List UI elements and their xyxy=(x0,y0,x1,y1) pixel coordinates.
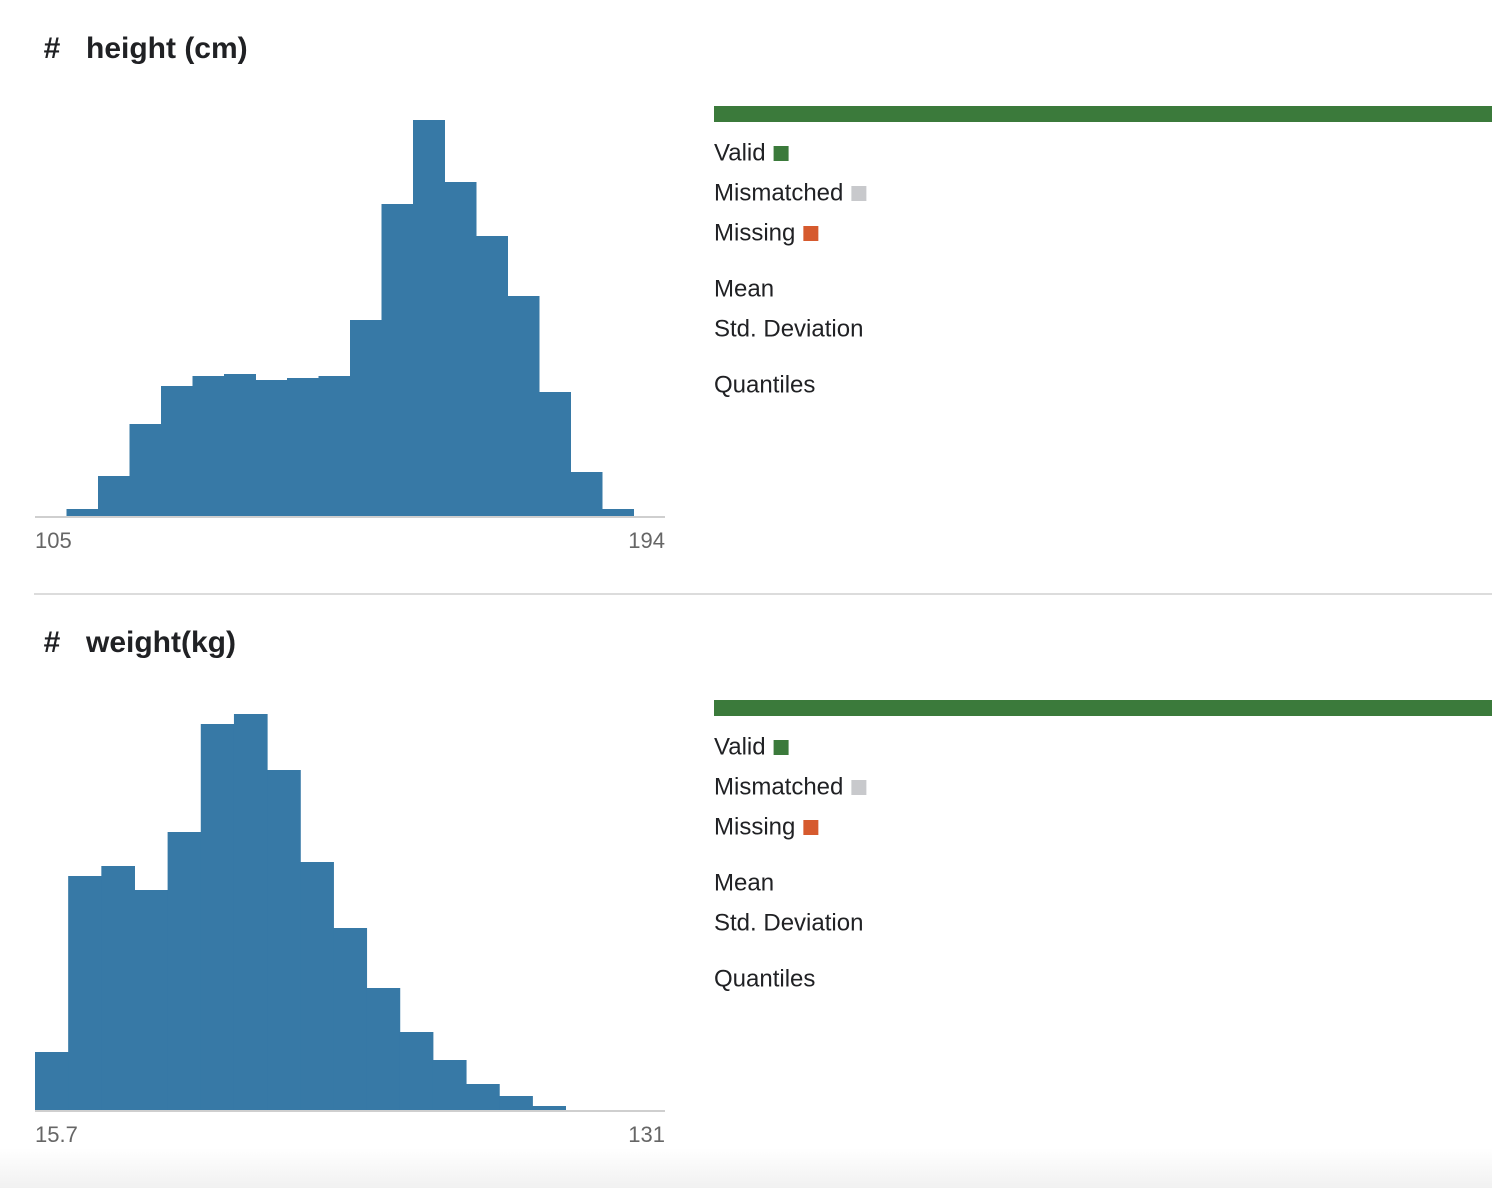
histogram-bar xyxy=(381,204,414,516)
histogram-bar xyxy=(101,866,135,1110)
legend-swatch xyxy=(803,226,819,241)
legend-label: Mismatched xyxy=(714,773,843,800)
histogram-bar xyxy=(192,376,225,516)
legend-label: Valid xyxy=(714,139,766,166)
histogram-bar xyxy=(333,928,368,1110)
legend-swatch xyxy=(851,186,867,201)
histogram-bar xyxy=(200,724,235,1110)
type-icon: # xyxy=(44,626,61,659)
histogram-bar xyxy=(499,1096,533,1110)
histogram-bar xyxy=(366,988,401,1110)
x-tick-label: 131 xyxy=(628,1122,665,1147)
histogram-bar xyxy=(68,876,102,1110)
histogram-bar xyxy=(432,1060,467,1110)
histogram-bar xyxy=(350,320,382,516)
legend-swatch xyxy=(803,820,819,835)
histogram-bar xyxy=(444,182,477,516)
histogram-bar xyxy=(507,296,540,516)
histogram-bar xyxy=(129,424,162,516)
column-title: height (cm) xyxy=(86,32,248,65)
histogram-bar xyxy=(233,714,268,1110)
x-tick-label: 105 xyxy=(35,528,72,553)
histogram-bar xyxy=(300,862,334,1110)
histogram-bar xyxy=(602,509,634,516)
histogram-bar xyxy=(318,376,351,516)
histogram-bar xyxy=(570,472,603,516)
legend-swatch xyxy=(773,740,789,755)
legend-label: Mismatched xyxy=(714,179,843,206)
histogram-bar xyxy=(532,1106,567,1110)
histogram-bar xyxy=(466,1084,500,1110)
histogram-bar xyxy=(35,1052,69,1110)
histogram-bar xyxy=(399,1032,434,1110)
histogram-bar xyxy=(161,386,193,516)
histogram-bar xyxy=(267,770,301,1110)
histogram-bar xyxy=(224,374,256,516)
valid-bar xyxy=(714,106,1492,122)
histogram-bar xyxy=(476,236,508,516)
valid-bar xyxy=(714,700,1492,716)
histogram-bar xyxy=(167,832,202,1110)
stat-label: Quantiles xyxy=(714,965,815,992)
histogram-bar xyxy=(255,380,288,516)
histogram-bar xyxy=(66,509,99,516)
histogram-bar xyxy=(413,120,445,516)
stat-label: Std. Deviation xyxy=(714,909,863,936)
legend-label: Missing xyxy=(714,813,795,840)
histogram-bar xyxy=(98,476,130,516)
legend-label: Valid xyxy=(714,733,766,760)
stat-label: Mean xyxy=(714,275,774,302)
bottom-fade xyxy=(0,1148,1492,1188)
histogram-bar xyxy=(134,890,169,1110)
x-tick-label: 15.7 xyxy=(35,1122,78,1147)
stat-label: Mean xyxy=(714,869,774,896)
legend-label: Missing xyxy=(714,219,795,246)
stat-label: Quantiles xyxy=(714,371,815,398)
type-icon: # xyxy=(44,32,61,65)
column-title: weight(kg) xyxy=(85,626,236,659)
legend-swatch xyxy=(851,780,867,795)
histogram-bar xyxy=(287,378,319,516)
x-tick-label: 194 xyxy=(628,528,665,553)
legend-swatch xyxy=(773,146,789,161)
histogram-bar xyxy=(539,392,571,516)
stat-label: Std. Deviation xyxy=(714,315,863,342)
